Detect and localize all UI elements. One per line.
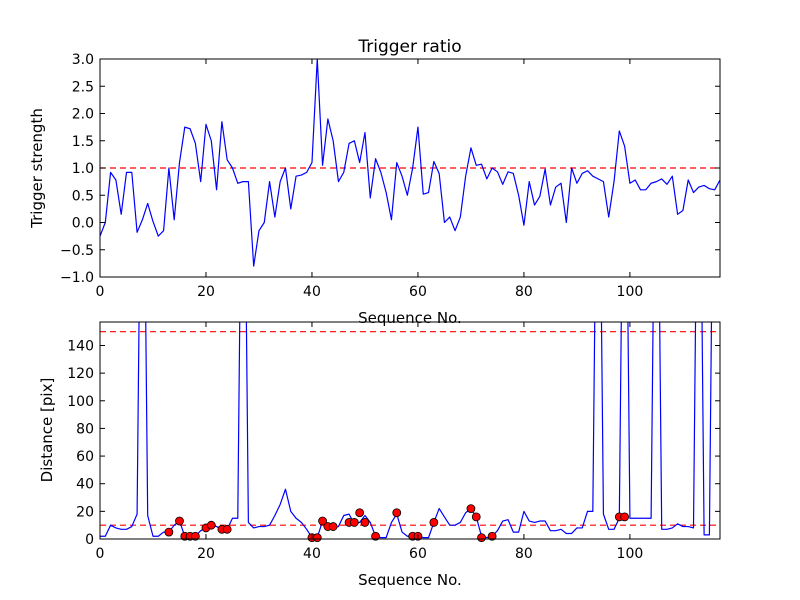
x-tick-label: 40 (303, 284, 321, 300)
x-tick-label: 40 (303, 546, 321, 562)
y-ticks: 0 20 40 60 80 100 120 140 (67, 338, 720, 548)
data-point (312, 533, 322, 543)
data-point (206, 520, 216, 530)
data-point (471, 512, 481, 522)
data-point (222, 524, 232, 534)
y-tick-label: 140 (67, 338, 94, 354)
x-tick-label: 60 (409, 546, 427, 562)
data-point (175, 516, 184, 526)
y-tick-label: 100 (67, 394, 94, 410)
data-point (355, 508, 365, 518)
x-tick-label: 20 (197, 284, 215, 300)
data-point (466, 504, 476, 513)
data-point (620, 512, 630, 522)
series-group (100, 59, 720, 267)
y-tick-label: 2.5 (72, 79, 94, 95)
x-axis-label: Sequence No. (358, 571, 462, 589)
x-tick-label: 0 (96, 284, 105, 300)
data-point (371, 531, 380, 541)
x-ticks: 0 20 40 60 80 100 (96, 59, 644, 300)
x-axis-label: Sequence No. (358, 309, 462, 327)
distance-chart: 0 20 40 60 80 100 0 20 40 60 80 100 120 140 Sequence… (38, 321, 721, 589)
x-tick-label: 100 (617, 546, 644, 562)
x-tick-label: 80 (515, 546, 533, 562)
y-tick-label: −1.0 (60, 270, 94, 286)
data-point (360, 518, 370, 527)
y-tick-label: 3.0 (72, 52, 94, 68)
data-point (190, 531, 200, 541)
y-tick-label: −0.5 (60, 243, 94, 259)
x-tick-label: 20 (197, 546, 215, 562)
x-tick-label: 0 (96, 546, 105, 562)
data-point (392, 508, 402, 518)
trigger-ratio-chart: Trigger ratio 0 20 40 60 80 100 −1.0 −0.5 0.0 0.… (28, 37, 721, 327)
y-tick-label: 80 (76, 421, 94, 437)
y-tick-label: 0.5 (72, 188, 94, 204)
data-point (429, 518, 439, 527)
x-tick-label: 60 (409, 284, 427, 300)
selected-points-group (164, 504, 630, 543)
y-axis-label: Trigger strength (28, 108, 46, 229)
data-point (164, 527, 174, 537)
y-tick-label: 0 (85, 532, 94, 548)
plot-frame (99, 321, 721, 540)
y-tick-label: 1.5 (72, 134, 94, 150)
data-point (487, 531, 497, 541)
x-tick-label: 80 (515, 284, 533, 300)
data-point (349, 518, 359, 527)
y-tick-label: 20 (76, 504, 94, 520)
y-tick-label: 1.0 (72, 161, 94, 177)
y-axis-label: Distance [pix] (38, 378, 56, 483)
series-line (100, 59, 720, 267)
x-ticks: 0 20 40 60 80 100 (96, 322, 644, 562)
y-tick-label: 2.0 (72, 107, 94, 123)
x-tick-label: 100 (617, 284, 644, 300)
y-tick-label: 0.0 (72, 216, 94, 232)
y-tick-label: 60 (76, 449, 94, 465)
y-tick-label: 40 (76, 477, 94, 493)
y-ticks: −1.0 −0.5 0.0 0.5 1.0 1.5 2.0 2.5 3.0 (60, 52, 720, 286)
data-point (318, 516, 327, 526)
data-point (328, 522, 338, 531)
data-point (477, 533, 486, 543)
chart-title: Trigger ratio (357, 37, 461, 57)
y-tick-label: 120 (67, 366, 94, 382)
